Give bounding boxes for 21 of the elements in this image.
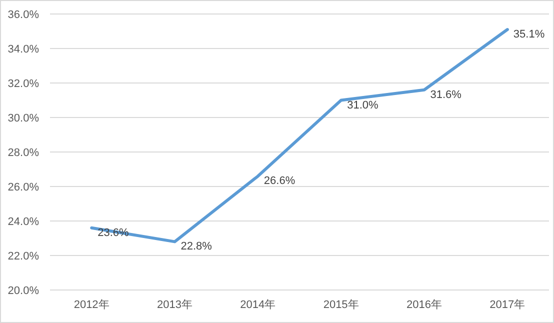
y-tick-label: 22.0% <box>8 250 40 262</box>
x-tick-label: 2012年 <box>74 299 110 311</box>
x-tick-label: 2014年 <box>240 299 276 311</box>
data-label: 35.1% <box>513 28 545 41</box>
data-label: 26.6% <box>264 175 296 188</box>
data-label: 31.6% <box>430 88 462 101</box>
y-tick-label: 36.0% <box>8 9 40 21</box>
y-tick-label: 30.0% <box>8 112 40 124</box>
x-tick-label: 2013年 <box>157 299 192 311</box>
y-tick-label: 28.0% <box>8 147 40 159</box>
data-label: 31.0% <box>347 99 378 112</box>
x-tick-label: 2016年 <box>406 299 442 311</box>
line-series <box>90 28 509 244</box>
x-tick-label: 2015年 <box>323 299 359 311</box>
data-label: 22.8% <box>180 240 212 253</box>
y-tick-label: 26.0% <box>8 182 40 194</box>
y-tick-label: 20.0% <box>8 285 40 297</box>
y-tick-label: 32.0% <box>8 78 40 90</box>
y-tick-label: 24.0% <box>8 216 40 228</box>
y-tick-label: 34.0% <box>8 44 40 56</box>
x-tick-label: 2017年 <box>490 299 526 311</box>
